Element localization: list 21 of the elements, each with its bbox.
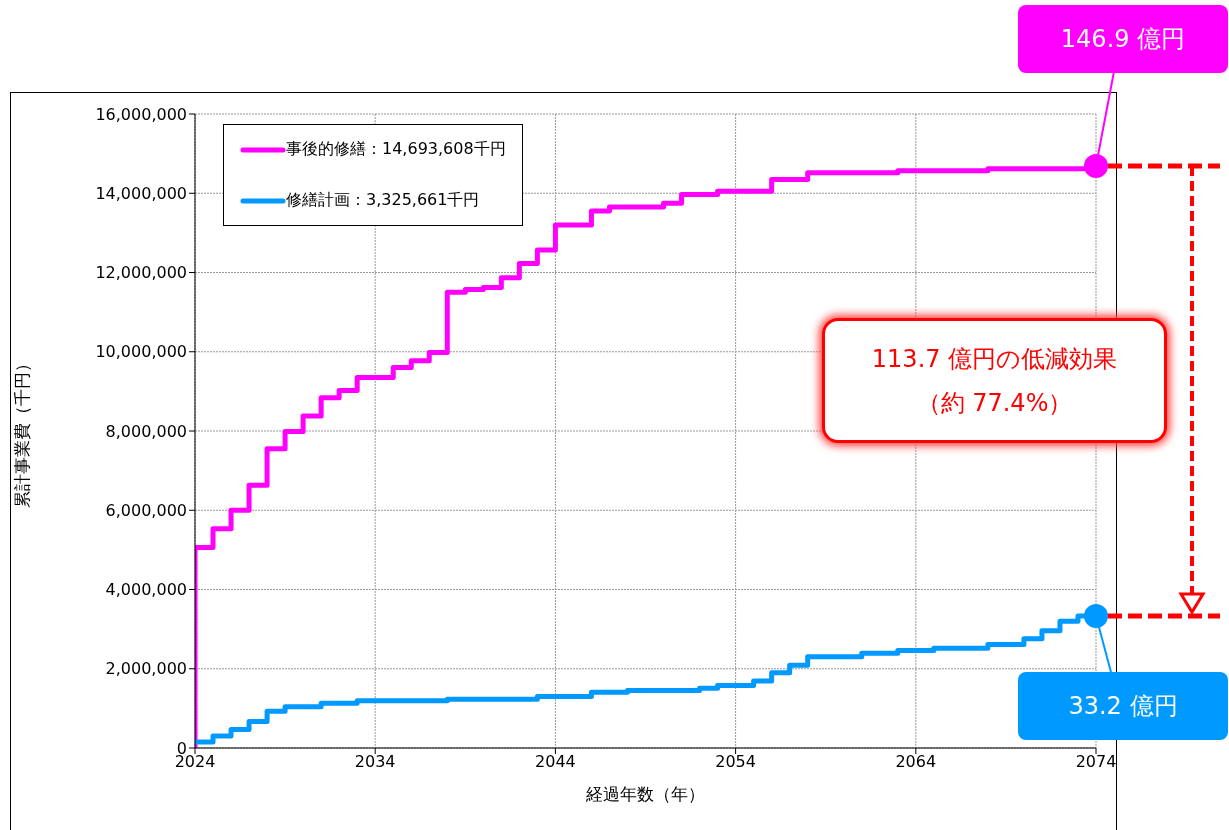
y-tick-label: 16,000,000 xyxy=(95,104,187,124)
y-tick-label: 14,000,000 xyxy=(95,183,187,203)
y-tick-label: 2,000,000 xyxy=(105,659,187,679)
x-axis-title: 経過年数（年） xyxy=(585,784,705,804)
annotation: 146.9 億円 xyxy=(1060,24,1186,55)
legend-label: 修繕計画：3,325,661千円 xyxy=(286,190,480,211)
y-tick-label: 4,000,000 xyxy=(105,580,187,600)
annotation: 113.7 億円の低減効果 xyxy=(871,343,1118,375)
y-tick-label: 8,000,000 xyxy=(105,421,187,441)
x-tick-label: 2034 xyxy=(354,752,396,772)
annotation: （約 77.4%） xyxy=(916,387,1073,419)
x-tick-label: 2074 xyxy=(1075,752,1117,772)
x-tick-label: 2064 xyxy=(895,752,937,772)
x-tick-label: 2044 xyxy=(535,752,576,772)
legend-label: 事後的修繕：14,693,608千円 xyxy=(286,139,506,160)
y-tick-label: 10,000,000 xyxy=(95,342,187,362)
y-tick-label: 12,000,000 xyxy=(95,263,187,283)
y-axis-title: 累計事業費（千円） xyxy=(12,354,33,508)
x-tick-label: 2054 xyxy=(715,752,756,772)
y-tick-label: 6,000,000 xyxy=(105,500,187,520)
annotation: 33.2 億円 xyxy=(1068,691,1178,722)
